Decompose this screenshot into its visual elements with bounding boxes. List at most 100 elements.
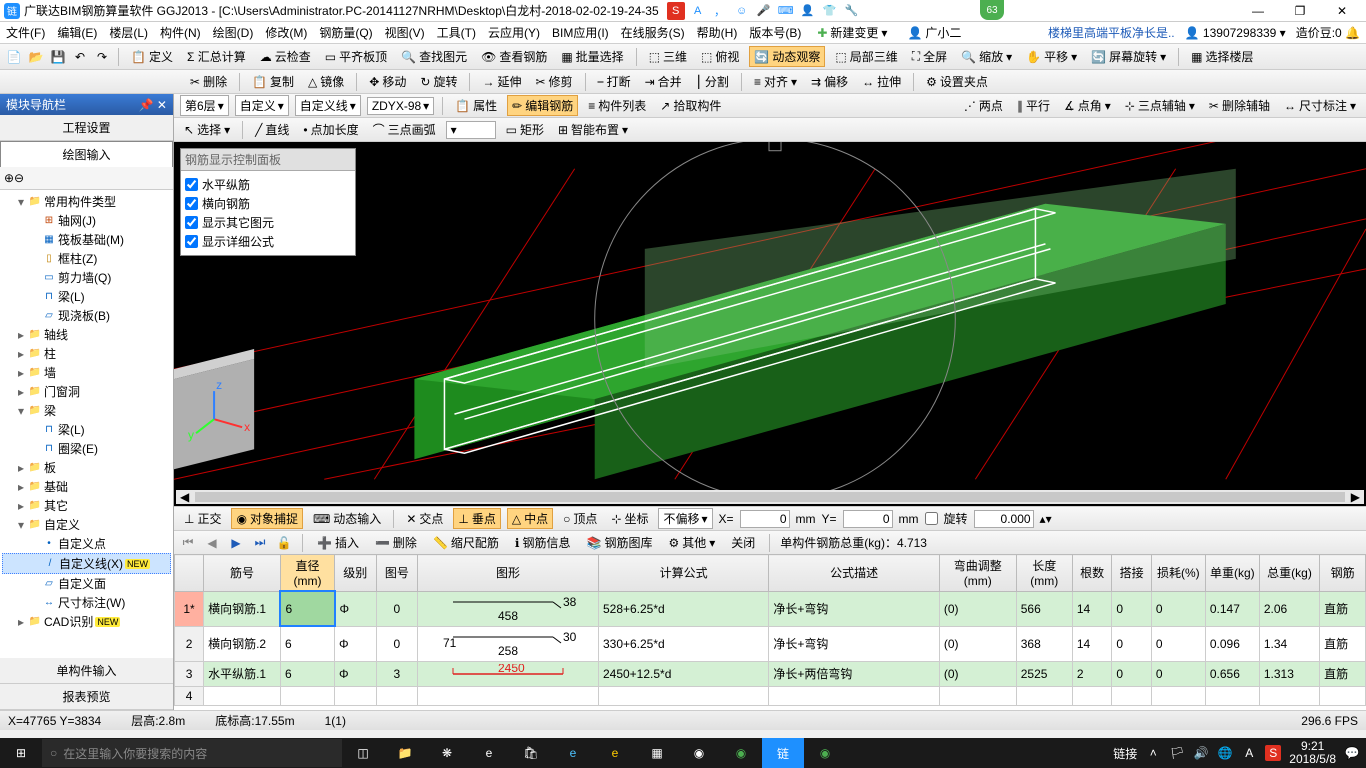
grid-header[interactable]: 长度(mm) — [1016, 555, 1072, 592]
arc-button[interactable]: ⌒三点画弧 — [369, 119, 440, 140]
first-icon[interactable]: ⏮ — [180, 535, 196, 551]
rebar-display-panel[interactable]: 钢筋显示控制面板 水平纵筋横向钢筋显示其它图元显示详细公式 — [180, 148, 356, 256]
next-icon[interactable]: ▶ — [228, 535, 244, 551]
flat-button[interactable]: ▭平齐板顶 — [321, 46, 391, 67]
grid-header[interactable]: 直径(mm) — [280, 555, 334, 592]
batch-button[interactable]: ▦批量选择 — [557, 46, 627, 67]
task-view-button[interactable]: ◫ — [342, 738, 384, 768]
menu-version[interactable]: 版本号(B) — [749, 24, 801, 41]
rebar-display-checkbox[interactable]: 显示详细公式 — [185, 232, 351, 251]
dynamic-view-button[interactable]: 🔄动态观察 — [749, 46, 825, 67]
tree-item[interactable]: /自定义线(X)NEW — [2, 553, 171, 574]
tree-item[interactable]: ⊓梁(L) — [2, 287, 171, 306]
last-icon[interactable]: ⏭ — [252, 535, 268, 551]
sum-button[interactable]: Σ 汇总计算 — [183, 46, 250, 67]
close-button[interactable]: ✕ — [1322, 1, 1362, 21]
ime-s-icon[interactable]: S — [667, 2, 685, 20]
cross-toggle[interactable]: ✕交点 — [402, 508, 447, 529]
open-icon[interactable]: 📂 — [28, 49, 44, 65]
insert-button[interactable]: ➕插入 — [313, 532, 363, 553]
code-dropdown[interactable]: ZDYX-98 ▾ — [367, 97, 434, 115]
grid-header[interactable]: 搭接 — [1112, 555, 1151, 592]
menu-rebar[interactable]: 钢筋量(Q) — [319, 24, 372, 41]
green-badge[interactable]: 63 — [980, 0, 1004, 20]
tab-drawing[interactable]: 绘图输入 — [0, 141, 173, 167]
ime-mic-icon[interactable]: 🎤 — [755, 2, 773, 20]
task-edge[interactable]: e — [468, 738, 510, 768]
info-button[interactable]: ℹ钢筋信息 — [511, 532, 575, 553]
grid-header[interactable]: 弯曲调整(mm) — [939, 555, 1016, 592]
ime-wrench-icon[interactable]: 🔧 — [843, 2, 861, 20]
tray-net-icon[interactable]: 🌐 — [1217, 745, 1233, 761]
menu-tools[interactable]: 工具(T) — [437, 24, 476, 41]
ime-smile-icon[interactable]: ☺ — [733, 2, 751, 20]
grid-header[interactable]: 级别 — [335, 555, 377, 592]
pick-button[interactable]: ↗拾取构件 — [656, 95, 725, 116]
menu-component[interactable]: 构件(N) — [160, 24, 201, 41]
grid-header[interactable]: 钢筋 — [1320, 555, 1366, 592]
stretch-button[interactable]: ↔拉伸 — [858, 71, 905, 92]
grid-row[interactable]: 2横向钢筋.26Φ07130258330+6.25*d净长+弯钩(0)36814… — [175, 626, 1366, 661]
split-button[interactable]: ⎮分割 — [692, 71, 733, 92]
grid-row[interactable]: 1*横向钢筋.16Φ038458528+6.25*d净长+弯钩(0)566140… — [175, 591, 1366, 626]
grid-header[interactable]: 损耗(%) — [1151, 555, 1205, 592]
angle-stepper[interactable]: ▴▾ — [1040, 512, 1052, 526]
menu-file[interactable]: 文件(F) — [6, 24, 45, 41]
ime-shirt-icon[interactable]: 👕 — [821, 2, 839, 20]
attr-button[interactable]: 📋属性 — [451, 95, 501, 116]
other-button[interactable]: ⚙其他 ▾ — [664, 532, 719, 553]
grid-row[interactable]: 3水平纵筋.16Φ324502450+12.5*d净长+两倍弯钩(0)25252… — [175, 661, 1366, 686]
menu-bim[interactable]: BIM应用(I) — [552, 24, 609, 41]
extend-button[interactable]: →延伸 — [478, 71, 525, 92]
tray-flag-icon[interactable]: 🏳 — [1169, 745, 1185, 761]
tree-item[interactable]: ▸📁其它 — [2, 496, 171, 515]
new-icon[interactable]: 📄 — [6, 49, 22, 65]
screen-rotate-button[interactable]: 🔄屏幕旋转 ▾ — [1087, 46, 1170, 67]
mid-toggle[interactable]: △中点 — [507, 508, 553, 529]
redo-icon[interactable]: ↷ — [94, 49, 110, 65]
menu-modify[interactable]: 修改(M) — [265, 24, 307, 41]
tray-up-icon[interactable]: ˄ — [1145, 745, 1161, 761]
grid-header[interactable]: 图形 — [418, 555, 599, 592]
tree-item[interactable]: ↔尺寸标注(W) — [2, 593, 171, 612]
save-icon[interactable]: 💾 — [50, 49, 66, 65]
define-button[interactable]: 📋定义 — [127, 46, 177, 67]
dimension-button[interactable]: ↔尺寸标注 ▾ — [1280, 95, 1360, 116]
start-button[interactable]: ⊞ — [0, 738, 42, 768]
ime-user-icon[interactable]: 👤 — [799, 2, 817, 20]
point-angle-button[interactable]: ∡点角 ▾ — [1060, 95, 1115, 116]
custom-line-dropdown[interactable]: 自定义线 ▾ — [295, 95, 361, 116]
ortho-toggle[interactable]: ⊥正交 — [180, 508, 225, 529]
task-fan[interactable]: ❋ — [426, 738, 468, 768]
ime-a-icon[interactable]: A — [689, 2, 707, 20]
floor-dropdown[interactable]: 第6层 ▾ — [180, 95, 229, 116]
tray-clock[interactable]: 9:212018/5/8 — [1289, 740, 1336, 766]
y-input[interactable] — [843, 510, 893, 528]
tree-item[interactable]: ▸📁板 — [2, 458, 171, 477]
tree-item[interactable]: ▸📁基础 — [2, 477, 171, 496]
rebar-display-checkbox[interactable]: 水平纵筋 — [185, 175, 351, 194]
align-button[interactable]: ≡对齐 ▾ — [750, 71, 801, 92]
search-box[interactable]: ○ 在这里输入你要搜索的内容 — [42, 739, 342, 767]
lock-icon[interactable]: 🔓 — [276, 535, 292, 551]
component-list-button[interactable]: ≡构件列表 — [584, 95, 650, 116]
delete-button[interactable]: ✂删除 — [186, 71, 231, 92]
mirror-button[interactable]: △镜像 — [304, 71, 348, 92]
task-edge2[interactable]: e — [552, 738, 594, 768]
grid-header[interactable]: 图号 — [376, 555, 418, 592]
grid-header[interactable] — [175, 555, 204, 592]
angle-input[interactable] — [974, 510, 1034, 528]
tree-item[interactable]: ▦筏板基础(M) — [2, 230, 171, 249]
custom-dropdown[interactable]: 自定义 ▾ — [235, 95, 289, 116]
grip-button[interactable]: ⚙设置夹点 — [922, 71, 992, 92]
rotate-button[interactable]: ↻旋转 — [416, 71, 461, 92]
delete-row-button[interactable]: ➖删除 — [371, 532, 421, 553]
edit-rebar-button[interactable]: ✏编辑钢筋 — [507, 95, 578, 116]
perp-toggle[interactable]: ⊥垂点 — [453, 508, 500, 529]
vertex-toggle[interactable]: ○顶点 — [559, 508, 601, 529]
grid-header[interactable]: 公式描述 — [769, 555, 939, 592]
pin-icon[interactable]: 📌 ✕ — [139, 98, 167, 112]
tree-item[interactable]: ▭剪力墙(Q) — [2, 268, 171, 287]
task-excel[interactable]: ▦ — [636, 738, 678, 768]
menu-help[interactable]: 帮助(H) — [697, 24, 738, 41]
